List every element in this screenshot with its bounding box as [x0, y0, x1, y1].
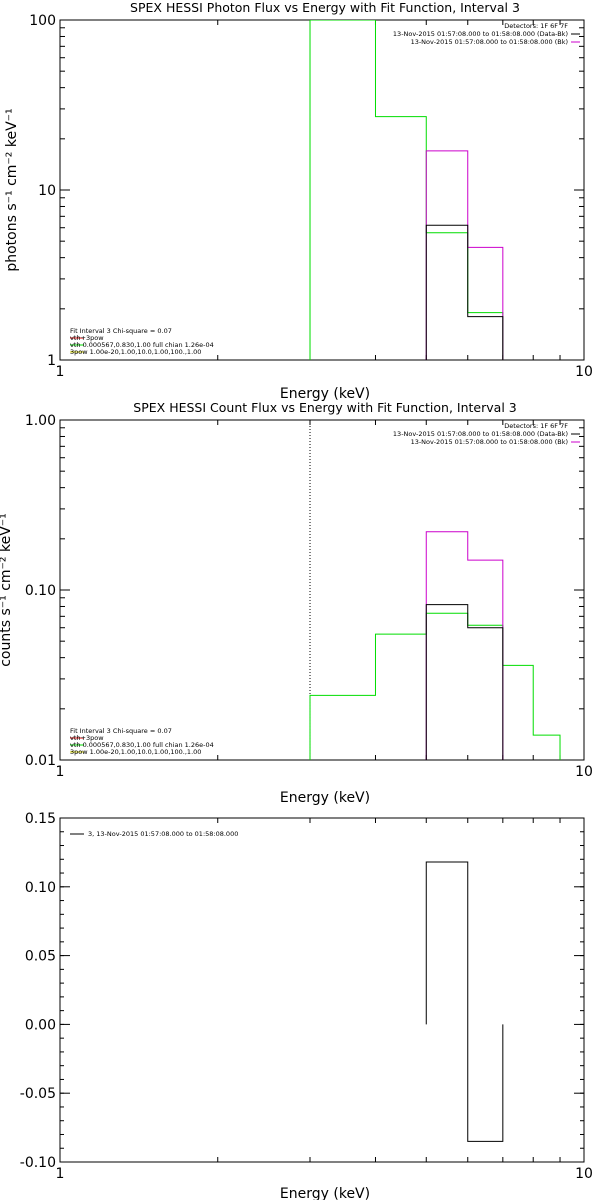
- y-tick-label: 0.10: [25, 583, 56, 599]
- legend-entry: vth+3pow: [70, 734, 104, 742]
- y-axis-label: counts s⁻¹ cm⁻² keV⁻¹: [0, 513, 14, 667]
- photon-flux-panel: SPEX HESSI Photon Flux vs Energy with Fi…: [4, 0, 593, 402]
- step-series-1: [425, 150, 504, 360]
- legend-entry: vth 0.000567,0.830,1.00 full chian 1.26e…: [70, 341, 214, 349]
- chart-title: SPEX HESSI Photon Flux vs Energy with Fi…: [130, 0, 520, 15]
- y-tick-label: 0.10: [25, 880, 56, 896]
- legend-entry: Fit Interval 3 Chi-square = 0.07: [70, 327, 172, 335]
- legend-entry: 3pow 1.00e-20,1.00,10.0,1.00,100.,1.00: [70, 748, 201, 756]
- x-tick-label: 10: [575, 764, 593, 780]
- plot-frame: [59, 19, 585, 361]
- legend-entry: Detectors: 1F 6F 7F: [504, 422, 568, 430]
- legend-entry: 13-Nov-2015 01:57:08.000 to 01:58:08.000…: [411, 38, 568, 46]
- legend-entry: 13-Nov-2015 01:57:08.000 to 01:58:08.000…: [411, 438, 568, 446]
- x-tick-label: 1: [56, 1166, 65, 1182]
- step-series-2: [425, 604, 504, 760]
- x-tick-label: 1: [56, 364, 65, 380]
- y-tick-label: 0.05: [25, 949, 56, 965]
- step-series-1: [425, 531, 504, 760]
- count-flux-panel: SPEX HESSI Count Flux vs Energy with Fit…: [0, 400, 593, 806]
- y-tick-label: 0.15: [25, 811, 56, 827]
- y-tick-label: 0.01: [25, 753, 56, 769]
- series-group: [309, 20, 504, 360]
- legend-entry: 3pow 1.00e-20,1.00,10.0,1.00,100.,1.00: [70, 348, 201, 356]
- chart-title: SPEX HESSI Count Flux vs Energy with Fit…: [133, 400, 516, 415]
- x-tick-label: 1: [56, 764, 65, 780]
- legend-entry: 13-Nov-2015 01:57:08.000 to 01:58:08.000…: [393, 30, 568, 38]
- legend-entry: vth+3pow: [70, 334, 104, 342]
- step-series-2: [425, 224, 504, 360]
- plot-frame: [59, 419, 585, 761]
- x-tick-label: 10: [575, 364, 593, 380]
- legend-entry: 13-Nov-2015 01:57:08.000 to 01:58:08.000…: [393, 430, 568, 438]
- step-series-0: [309, 612, 561, 760]
- legend-entry: 3, 13-Nov-2015 01:57:08.000 to 01:58:08.…: [88, 830, 238, 838]
- series-group: [309, 531, 561, 760]
- step-series-0: [309, 20, 504, 360]
- y-tick-label: -0.10: [20, 1155, 56, 1171]
- x-tick-label: 10: [575, 1166, 593, 1182]
- x-axis-label: Energy (keV): [280, 1186, 370, 1200]
- legend-entry: Detectors: 1F 6F 7F: [504, 22, 568, 30]
- y-tick-label: -0.05: [20, 1086, 56, 1102]
- y-tick-label: 100: [29, 13, 56, 29]
- plot-frame: [59, 817, 585, 1163]
- y-tick-label: 10: [38, 183, 56, 199]
- y-tick-label: 0.00: [25, 1017, 56, 1033]
- y-tick-label: 1.00: [25, 413, 56, 429]
- legend-entry: Fit Interval 3 Chi-square = 0.07: [70, 727, 172, 735]
- legend-entry: vth 0.000567,0.830,1.00 full chian 1.26e…: [70, 741, 214, 749]
- x-axis-label: Energy (keV): [280, 386, 370, 402]
- residuals-panel: Energy (keV) 1 10 -0.10 -0.05 0.00 0.05 0.10 0.…: [20, 811, 593, 1200]
- y-axis-label: photons s⁻¹ cm⁻² keV⁻¹: [4, 108, 20, 271]
- step-series-0: [425, 861, 504, 1142]
- x-axis-label: Energy (keV): [280, 790, 370, 806]
- y-tick-label: 1: [47, 353, 56, 369]
- series-group: [425, 861, 504, 1142]
